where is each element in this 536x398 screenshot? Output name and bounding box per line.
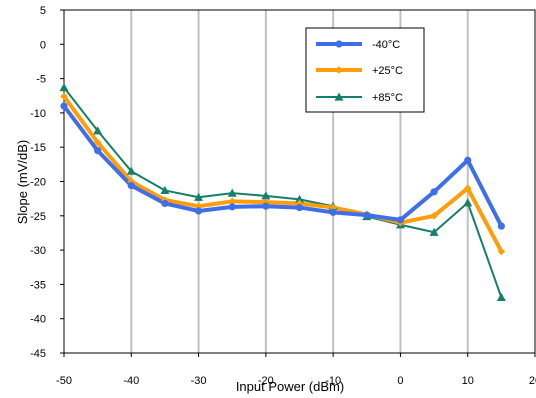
legend-label: +85°C bbox=[372, 92, 403, 104]
y-tick-labels: 5 0 -5 -10 -15 -20 -25 -30 -35 -40 -45 bbox=[30, 5, 46, 360]
data-point bbox=[329, 203, 337, 212]
data-point bbox=[463, 184, 472, 193]
y-tick-label: -20 bbox=[30, 177, 46, 189]
x-tick-label: -40 bbox=[123, 375, 139, 387]
data-point bbox=[261, 191, 271, 200]
data-point bbox=[194, 192, 204, 201]
data-point bbox=[464, 156, 472, 164]
y-tick-label: -40 bbox=[30, 314, 46, 326]
data-point bbox=[430, 188, 438, 196]
data-point bbox=[363, 211, 371, 219]
data-point bbox=[396, 216, 405, 224]
x-tick-labels: -50 -40 -30 -20 -10 0 10 20 bbox=[56, 375, 536, 387]
x-tick-label: -30 bbox=[191, 375, 207, 387]
legend-label: +25°C bbox=[372, 65, 403, 77]
legend-marker bbox=[335, 40, 343, 48]
data-point bbox=[228, 197, 237, 206]
data-point bbox=[496, 292, 506, 302]
y-tick-label: -25 bbox=[30, 211, 46, 223]
data-point bbox=[161, 199, 169, 208]
data-point bbox=[60, 102, 68, 110]
x-tick-label: 0 bbox=[397, 375, 403, 387]
data-point bbox=[127, 182, 135, 190]
data-point bbox=[429, 227, 439, 236]
legend-marker bbox=[335, 66, 343, 74]
x-tick-label: 20 bbox=[529, 375, 536, 387]
y-tick-label: -45 bbox=[30, 348, 46, 360]
data-point bbox=[497, 222, 505, 230]
data-point bbox=[194, 202, 203, 210]
y-tick-label: -30 bbox=[30, 245, 46, 257]
data-point bbox=[497, 247, 506, 256]
y-axis-label: Slope (mV/dB) bbox=[15, 140, 30, 225]
tick-marks bbox=[60, 9, 536, 357]
data-point bbox=[228, 203, 236, 211]
y-tick-label: -15 bbox=[30, 142, 46, 154]
data-point bbox=[126, 166, 136, 175]
x-tick-label: -20 bbox=[258, 375, 274, 387]
legend-label: -40°C bbox=[372, 39, 400, 51]
series-line bbox=[62, 95, 504, 253]
data-point bbox=[60, 92, 68, 101]
data-point bbox=[59, 83, 69, 92]
data-point bbox=[262, 202, 270, 210]
x-tick-label: -50 bbox=[56, 375, 72, 387]
data-point bbox=[93, 126, 103, 135]
data-point bbox=[94, 147, 102, 155]
y-tick-label: 0 bbox=[40, 39, 46, 51]
y-tick-label: 5 bbox=[40, 5, 46, 17]
y-tick-label: -5 bbox=[36, 74, 46, 86]
data-point bbox=[430, 212, 438, 220]
data-point bbox=[463, 198, 473, 207]
data-point bbox=[160, 185, 170, 195]
legend: -40°C +25°C +85°C bbox=[305, 27, 425, 113]
series-markers bbox=[59, 83, 506, 302]
data-point bbox=[262, 198, 270, 206]
data-point bbox=[227, 188, 237, 197]
data-point bbox=[295, 194, 304, 203]
x-tick-label: -10 bbox=[325, 375, 341, 387]
x-axis-label: Input Power (dBm) bbox=[236, 379, 344, 394]
series-line bbox=[63, 86, 503, 298]
legend-marker bbox=[334, 92, 344, 101]
series-line bbox=[62, 104, 504, 227]
data-point bbox=[93, 138, 102, 147]
y-tick-label: -35 bbox=[30, 279, 46, 291]
y-tick-label: -10 bbox=[30, 108, 46, 120]
data-point bbox=[329, 208, 337, 216]
data-point bbox=[194, 207, 203, 215]
data-point bbox=[295, 203, 304, 212]
series-lines bbox=[62, 86, 504, 298]
x-tick-label: 10 bbox=[462, 375, 474, 387]
